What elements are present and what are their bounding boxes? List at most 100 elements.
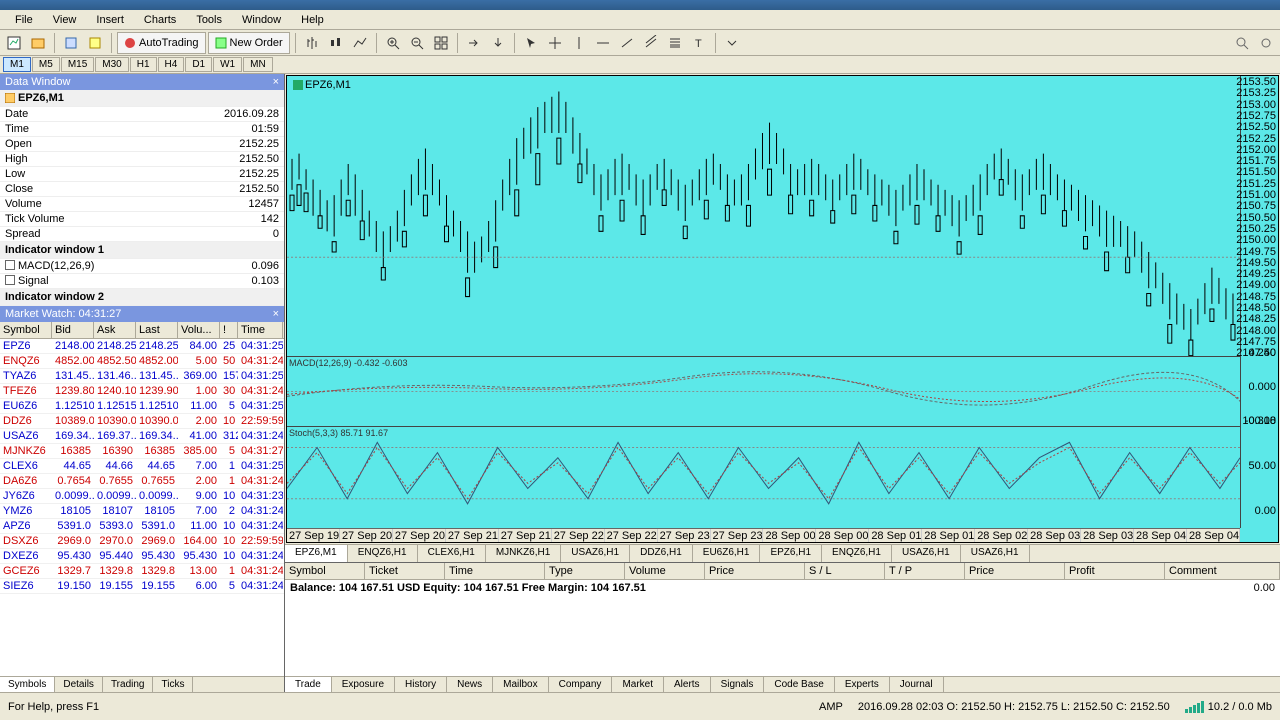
- term-tab-experts[interactable]: Experts: [835, 677, 890, 692]
- term-tab-market[interactable]: Market: [612, 677, 664, 692]
- line-chart-icon[interactable]: [349, 32, 371, 54]
- term-tab-signals[interactable]: Signals: [711, 677, 765, 692]
- trendline-icon[interactable]: [616, 32, 638, 54]
- term-col-header[interactable]: T / P: [885, 563, 965, 579]
- candle-chart-icon[interactable]: [325, 32, 347, 54]
- chart-tab[interactable]: USAZ6,H1: [892, 545, 961, 562]
- term-col-header[interactable]: Type: [545, 563, 625, 579]
- term-col-header[interactable]: Price: [965, 563, 1065, 579]
- term-tab-history[interactable]: History: [395, 677, 447, 692]
- timeframe-H4[interactable]: H4: [158, 57, 185, 72]
- timeframe-W1[interactable]: W1: [213, 57, 242, 72]
- tile-icon[interactable]: [430, 32, 452, 54]
- mw-row[interactable]: GCEZ61329.71329.81329.813.00104:31:24: [0, 564, 284, 579]
- mw-tab-details[interactable]: Details: [55, 677, 103, 692]
- chart-tab[interactable]: ENQZ6,H1: [822, 545, 892, 562]
- chart-tab[interactable]: MJNKZ6,H1: [486, 545, 561, 562]
- term-col-header[interactable]: Symbol: [285, 563, 365, 579]
- menu-insert[interactable]: Insert: [86, 12, 134, 28]
- chart-stoch-pane[interactable]: Stoch(5,3,3) 85.71 91.67: [287, 426, 1240, 519]
- mw-col-header[interactable]: Bid: [52, 322, 94, 338]
- term-tab-trade[interactable]: Trade: [285, 677, 332, 692]
- mw-row[interactable]: EU6Z61.125101.125151.1251011.00504:31:25: [0, 399, 284, 414]
- menu-view[interactable]: View: [43, 12, 87, 28]
- mw-col-header[interactable]: Last: [136, 322, 178, 338]
- mw-tab-ticks[interactable]: Ticks: [153, 677, 193, 692]
- timeframe-M15[interactable]: M15: [61, 57, 94, 72]
- timeframe-M1[interactable]: M1: [3, 57, 31, 72]
- text-icon[interactable]: T: [688, 32, 710, 54]
- mw-col-header[interactable]: Time: [238, 322, 283, 338]
- term-tab-exposure[interactable]: Exposure: [332, 677, 395, 692]
- mw-row[interactable]: DXEZ695.43095.44095.43095.4301004:31:24: [0, 549, 284, 564]
- search-icon[interactable]: [1231, 32, 1253, 54]
- term-tab-company[interactable]: Company: [549, 677, 613, 692]
- timeframe-H1[interactable]: H1: [130, 57, 157, 72]
- term-col-header[interactable]: Ticket: [365, 563, 445, 579]
- timeframe-M30[interactable]: M30: [95, 57, 128, 72]
- mw-row[interactable]: TFEZ61239.801240.101239.901.003004:31:24: [0, 384, 284, 399]
- chart-tab[interactable]: USAZ6,H1: [561, 545, 630, 562]
- term-col-header[interactable]: Comment: [1165, 563, 1280, 579]
- term-tab-mailbox[interactable]: Mailbox: [493, 677, 548, 692]
- mw-col-header[interactable]: !: [220, 322, 238, 338]
- mw-row[interactable]: JY6Z60.0099...0.0099...0.0099...9.001004…: [0, 489, 284, 504]
- chart-tab[interactable]: CLEX6,H1: [418, 545, 486, 562]
- fibo-icon[interactable]: [664, 32, 686, 54]
- chart-main-pane[interactable]: [287, 76, 1240, 356]
- close-icon[interactable]: ×: [273, 76, 279, 88]
- sync-icon[interactable]: [1255, 32, 1277, 54]
- mw-row[interactable]: CLEX644.6544.6644.657.00104:31:25: [0, 459, 284, 474]
- new-order-button[interactable]: New Order: [208, 32, 290, 54]
- term-col-header[interactable]: Volume: [625, 563, 705, 579]
- crosshair-icon[interactable]: [544, 32, 566, 54]
- term-col-header[interactable]: S / L: [805, 563, 885, 579]
- chart-tab[interactable]: DDZ6,H1: [630, 545, 693, 562]
- mw-row[interactable]: DSXZ62969.02970.02969.0164.001022:59:59: [0, 534, 284, 549]
- menu-tools[interactable]: Tools: [186, 12, 232, 28]
- mw-row[interactable]: APZ65391.05393.05391.011.001004:31:24: [0, 519, 284, 534]
- mw-row[interactable]: EPZ62148.002148.252148.2584.002504:31:25: [0, 339, 284, 354]
- hline-icon[interactable]: [592, 32, 614, 54]
- autoscroll-icon[interactable]: [463, 32, 485, 54]
- term-tab-journal[interactable]: Journal: [890, 677, 944, 692]
- mw-col-header[interactable]: Volu...: [178, 322, 220, 338]
- term-col-header[interactable]: Time: [445, 563, 545, 579]
- market-watch-icon[interactable]: [60, 32, 82, 54]
- vline-icon[interactable]: [568, 32, 590, 54]
- chart-area[interactable]: EPZ6,M1 MACD(12,26,9) -0.432 -0.603 Stoc…: [286, 75, 1279, 543]
- mw-row[interactable]: SIEZ619.15019.15519.1556.00504:31:24: [0, 579, 284, 594]
- chart-macd-pane[interactable]: MACD(12,26,9) -0.432 -0.603: [287, 356, 1240, 426]
- term-col-header[interactable]: Price: [705, 563, 805, 579]
- menu-charts[interactable]: Charts: [134, 12, 186, 28]
- autotrading-button[interactable]: AutoTrading: [117, 32, 206, 54]
- chart-shift-icon[interactable]: [487, 32, 509, 54]
- zoom-in-icon[interactable]: [382, 32, 404, 54]
- mw-row[interactable]: MJNKZ6163851639016385385.00504:31:27: [0, 444, 284, 459]
- timeframe-D1[interactable]: D1: [185, 57, 212, 72]
- mw-row[interactable]: ENQZ64852.004852.504852.005.005004:31:24: [0, 354, 284, 369]
- zoom-out-icon[interactable]: [406, 32, 428, 54]
- bar-chart-icon[interactable]: [301, 32, 323, 54]
- profiles-icon[interactable]: [27, 32, 49, 54]
- mw-tab-symbols[interactable]: Symbols: [0, 677, 55, 692]
- term-tab-alerts[interactable]: Alerts: [664, 677, 711, 692]
- chart-tab[interactable]: ENQZ6,H1: [348, 545, 418, 562]
- menu-help[interactable]: Help: [291, 12, 334, 28]
- chart-tab[interactable]: EU6Z6,H1: [693, 545, 761, 562]
- timeframe-MN[interactable]: MN: [243, 57, 273, 72]
- data-window-icon[interactable]: [84, 32, 106, 54]
- menu-file[interactable]: File: [5, 12, 43, 28]
- timeframe-M5[interactable]: M5: [32, 57, 60, 72]
- term-col-header[interactable]: Profit: [1065, 563, 1165, 579]
- mw-row[interactable]: TYAZ6131.45...131.46...131.45...369.0015…: [0, 369, 284, 384]
- dropdown-icon[interactable]: [721, 32, 743, 54]
- equidistant-icon[interactable]: [640, 32, 662, 54]
- mw-col-header[interactable]: Ask: [94, 322, 136, 338]
- mw-tab-trading[interactable]: Trading: [103, 677, 154, 692]
- mw-row[interactable]: YMZ61810518107181057.00204:31:24: [0, 504, 284, 519]
- mw-col-header[interactable]: Symbol: [0, 322, 52, 338]
- term-tab-news[interactable]: News: [447, 677, 493, 692]
- term-tab-code-base[interactable]: Code Base: [764, 677, 834, 692]
- mw-row[interactable]: USAZ6169.34...169.37...169.34...41.00312…: [0, 429, 284, 444]
